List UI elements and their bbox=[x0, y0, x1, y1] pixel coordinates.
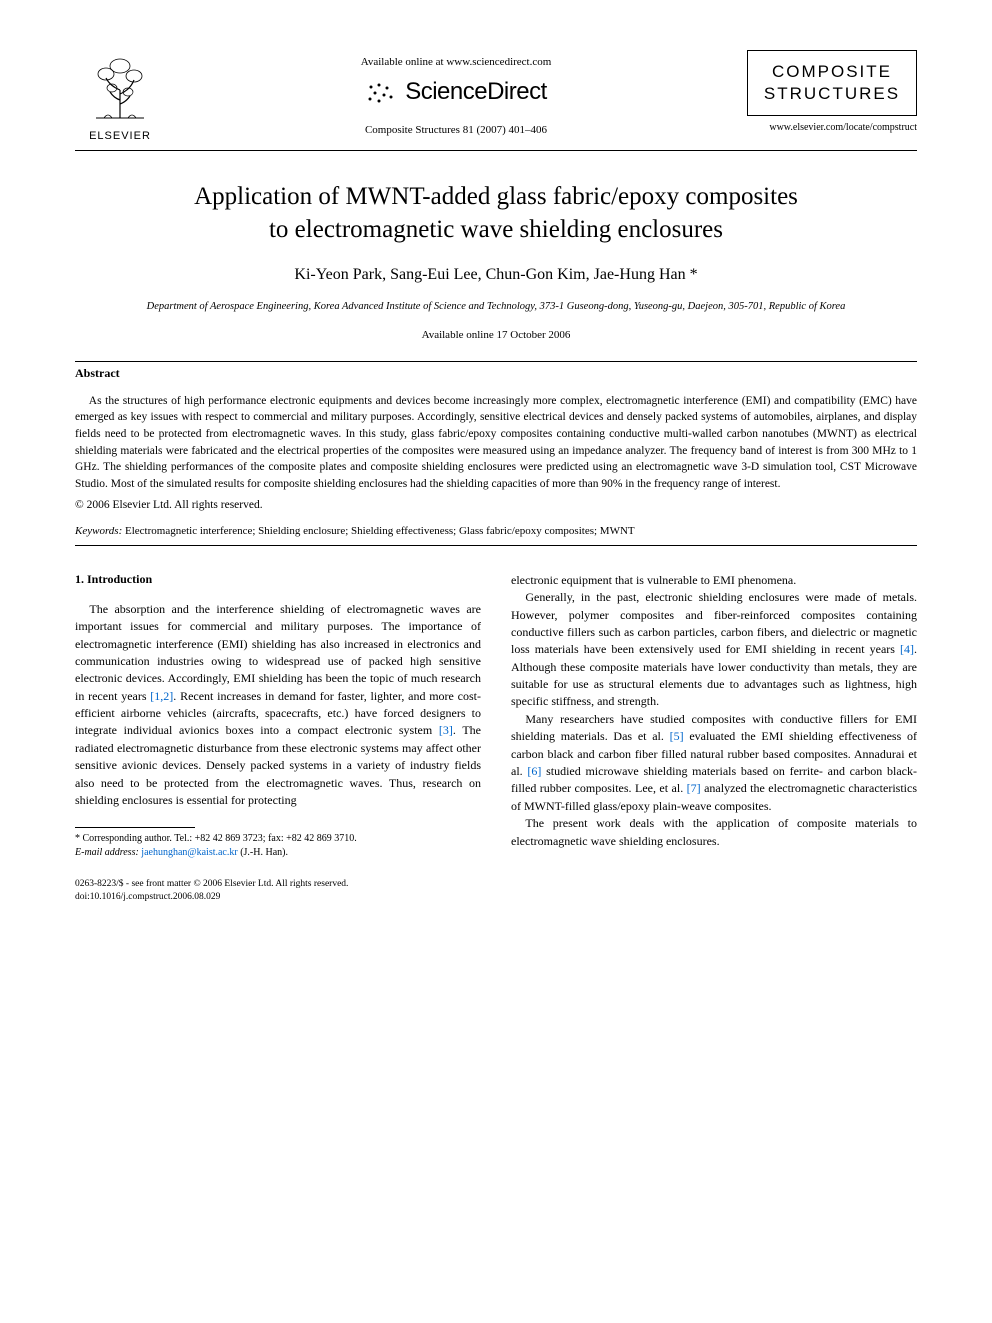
abstract-copyright: © 2006 Elsevier Ltd. All rights reserved… bbox=[75, 499, 917, 511]
journal-title-line2: STRUCTURES bbox=[754, 83, 910, 105]
ref-link-1-2[interactable]: [1,2] bbox=[150, 689, 173, 703]
elsevier-tree-icon bbox=[84, 50, 156, 128]
elsevier-label: ELSEVIER bbox=[89, 130, 151, 142]
intro-para-2: Generally, in the past, electronic shiel… bbox=[511, 589, 917, 711]
page-header: ELSEVIER Available online at www.science… bbox=[75, 50, 917, 142]
footnote-email-line: E-mail address: jaehunghan@kaist.ac.kr (… bbox=[75, 846, 481, 860]
journal-url: www.elsevier.com/locate/compstruct bbox=[747, 122, 917, 133]
divider bbox=[75, 361, 917, 362]
article-title: Application of MWNT-added glass fabric/e… bbox=[115, 181, 877, 246]
abstract-body: As the structures of high performance el… bbox=[75, 393, 917, 493]
keywords-line: Keywords: Electromagnetic interference; … bbox=[75, 525, 917, 537]
title-line2: to electromagnetic wave shielding enclos… bbox=[269, 216, 723, 243]
email-link[interactable]: jaehunghan@kaist.ac.kr bbox=[141, 847, 237, 858]
footnote-corr: * Corresponding author. Tel.: +82 42 869… bbox=[75, 832, 481, 846]
abstract-heading: Abstract bbox=[75, 366, 917, 381]
corresponding-author-footnote: * Corresponding author. Tel.: +82 42 869… bbox=[75, 832, 481, 860]
email-suffix: (J.-H. Han). bbox=[238, 847, 288, 858]
journal-block: COMPOSITE STRUCTURES www.elsevier.com/lo… bbox=[747, 50, 917, 133]
sciencedirect-dots-icon bbox=[365, 81, 395, 110]
center-header: Available online at www.sciencedirect.co… bbox=[165, 50, 747, 136]
author-list: Ki-Yeon Park, Sang-Eui Lee, Chun-Gon Kim… bbox=[75, 266, 917, 284]
footer-block: 0263-8223/$ - see front matter © 2006 El… bbox=[75, 878, 481, 903]
email-label: E-mail address: bbox=[75, 847, 139, 858]
sciencedirect-brand: ScienceDirect bbox=[165, 78, 747, 110]
body-columns: 1. Introduction The absorption and the i… bbox=[75, 572, 917, 903]
intro-para-1: The absorption and the interference shie… bbox=[75, 601, 481, 810]
available-online-text: Available online at www.sciencedirect.co… bbox=[165, 56, 747, 68]
journal-title-line1: COMPOSITE bbox=[754, 61, 910, 83]
affiliation: Department of Aerospace Engineering, Kor… bbox=[145, 300, 847, 315]
section-1-heading: 1. Introduction bbox=[75, 572, 481, 587]
left-column: 1. Introduction The absorption and the i… bbox=[75, 572, 481, 903]
intro-para-4: The present work deals with the applicat… bbox=[511, 815, 917, 850]
keywords-label: Keywords: bbox=[75, 525, 122, 537]
footnote-rule bbox=[75, 827, 195, 828]
citation-line: Composite Structures 81 (2007) 401–406 bbox=[165, 124, 747, 136]
ref-link-4[interactable]: [4] bbox=[900, 642, 914, 656]
ref-link-5[interactable]: [5] bbox=[670, 729, 684, 743]
ref-link-7[interactable]: [7] bbox=[687, 781, 701, 795]
intro-para-1-cont: electronic equipment that is vulnerable … bbox=[511, 572, 917, 589]
journal-title-box: COMPOSITE STRUCTURES bbox=[747, 50, 917, 116]
footer-line1: 0263-8223/$ - see front matter © 2006 El… bbox=[75, 878, 481, 890]
sciencedirect-text: ScienceDirect bbox=[405, 78, 547, 105]
title-line1: Application of MWNT-added glass fabric/e… bbox=[194, 183, 798, 210]
footer-doi: doi:10.1016/j.compstruct.2006.08.029 bbox=[75, 891, 481, 903]
right-column: electronic equipment that is vulnerable … bbox=[511, 572, 917, 903]
online-date: Available online 17 October 2006 bbox=[75, 329, 917, 341]
divider bbox=[75, 150, 917, 151]
elsevier-logo-block: ELSEVIER bbox=[75, 50, 165, 142]
divider bbox=[75, 545, 917, 546]
keywords-text: Electromagnetic interference; Shielding … bbox=[122, 525, 634, 537]
intro-para-3: Many researchers have studied composites… bbox=[511, 711, 917, 815]
ref-link-3[interactable]: [3] bbox=[439, 723, 453, 737]
ref-link-6[interactable]: [6] bbox=[527, 764, 541, 778]
